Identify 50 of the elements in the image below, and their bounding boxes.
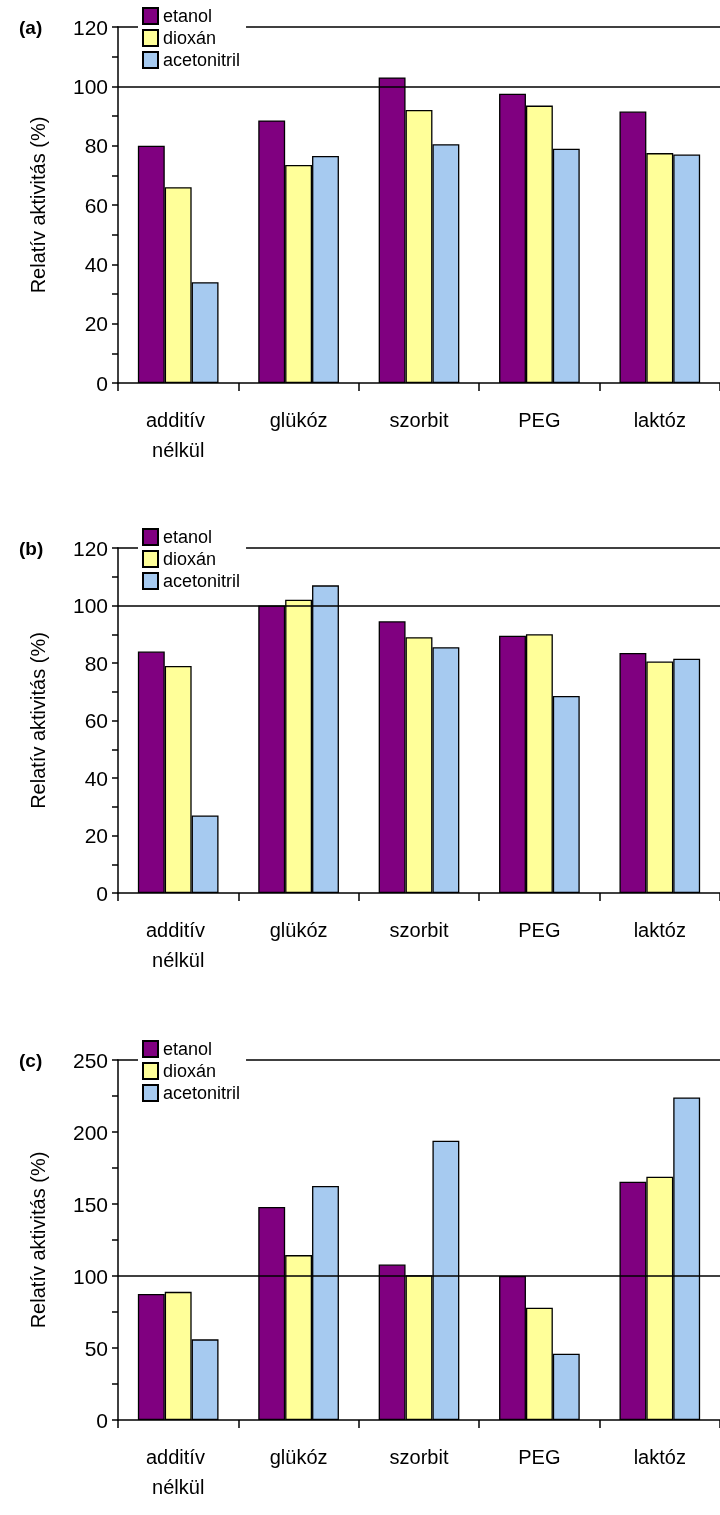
x-tick-label: PEG — [518, 1446, 561, 1468]
y-tick-label: 50 — [84, 1336, 108, 1360]
y-tick-label: 40 — [84, 252, 108, 276]
y-tick-label: 80 — [84, 651, 108, 675]
x-tick-label: laktóz — [633, 1446, 686, 1468]
legend-label: dioxán — [163, 1061, 217, 1081]
x-tick-label: additív nélkül — [145, 919, 211, 971]
legend-label: etanol — [163, 1039, 213, 1059]
x-tick-label: PEG — [518, 919, 561, 941]
legend-label: etanol — [163, 527, 213, 547]
legend-label: dioxán — [163, 549, 217, 569]
y-tick-label: 150 — [72, 1192, 108, 1216]
y-tick-label: 200 — [72, 1120, 108, 1144]
x-tick-label: glükóz — [269, 919, 328, 941]
y-tick-label: 120 — [72, 15, 108, 39]
x-tick-label: additív nélkül — [145, 409, 211, 461]
y-tick-label: 40 — [84, 766, 108, 790]
x-tick-label: glükóz — [269, 409, 328, 431]
y-tick-label: 20 — [84, 312, 108, 336]
chart-title: (b) — [19, 538, 44, 559]
y-tick-label: 0 — [96, 881, 108, 905]
x-tick-label: szorbit — [389, 409, 449, 431]
chart-title: (a) — [19, 17, 43, 38]
x-tick-label: laktóz — [633, 409, 686, 431]
legend-label: acetonitril — [163, 571, 241, 591]
y-tick-label: 100 — [72, 1264, 108, 1288]
y-tick-label: 120 — [72, 536, 108, 560]
y-axis-title: Relatív aktivitás (%) — [27, 1151, 49, 1329]
legend-label: acetonitril — [163, 1083, 241, 1103]
x-tick-label: laktóz — [633, 919, 686, 941]
y-tick-label: 60 — [84, 193, 108, 217]
legend-label: dioxán — [163, 28, 217, 48]
legend-label: acetonitril — [163, 50, 241, 70]
y-tick-label: 250 — [72, 1048, 108, 1072]
y-tick-label: 100 — [72, 594, 108, 617]
x-tick-label: szorbit — [389, 1446, 449, 1468]
y-tick-label: 80 — [84, 134, 108, 158]
y-tick-label: 60 — [84, 709, 108, 732]
y-axis-title: Relatív aktivitás (%) — [27, 632, 49, 809]
chart-title: (c) — [19, 1050, 43, 1071]
x-tick-label: szorbit — [389, 919, 449, 941]
x-tick-label: glükóz — [269, 1446, 328, 1468]
y-tick-label: 0 — [96, 371, 108, 395]
y-tick-label: 20 — [84, 824, 108, 847]
x-tick-label: additív nélkül — [145, 1446, 211, 1498]
legend-label: etanol — [163, 6, 213, 26]
x-tick-label: PEG — [518, 409, 561, 431]
y-axis-title: Relatív aktivitás (%) — [27, 116, 49, 294]
y-tick-label: 100 — [72, 74, 108, 98]
y-tick-label: 0 — [96, 1408, 108, 1432]
